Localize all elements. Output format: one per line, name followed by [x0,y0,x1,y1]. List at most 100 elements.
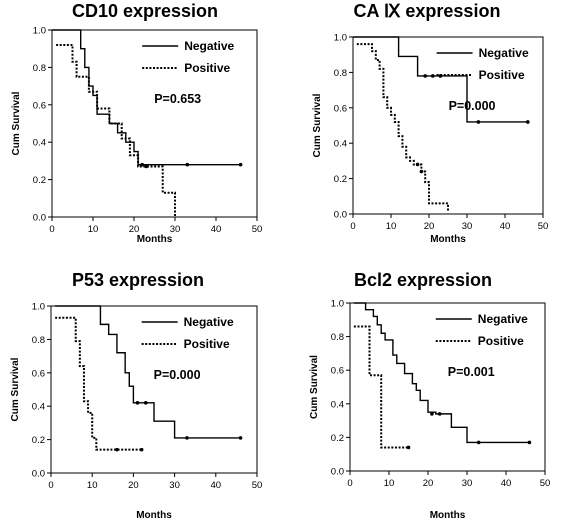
p-value-label: P=0.653 [154,92,201,106]
plot-frame [50,305,258,474]
survival-line-negative [353,302,530,444]
x-tick-label: 20 [129,224,140,235]
legend-label-negative: Negative [478,312,528,326]
censor-mark [238,162,243,167]
survival-line-positive [353,325,409,449]
legend-label-negative: Negative [184,315,234,329]
censor-mark [143,401,148,405]
x-tick-label: 20 [128,480,139,491]
x-tick-label: 30 [169,480,180,491]
x-tick-label: 40 [211,480,222,491]
x-tick-label: 40 [501,478,512,489]
survival-line-negative [52,29,241,166]
y-tick-label: 0.8 [33,63,46,74]
x-tick-label: 50 [252,224,263,235]
plot-frame [349,302,546,472]
x-tick-label: 10 [386,221,397,232]
censor-mark [423,74,427,78]
x-tick-label: 30 [170,224,181,235]
y-tick-label: 0.2 [331,433,344,444]
y-tick-label: 0.8 [334,68,347,79]
y-axis-label: Cum Survival [10,357,21,421]
y-tick-label: 0.0 [32,469,45,480]
y-tick-label: 1.0 [331,299,344,310]
legend-label-negative: Negative [184,39,234,53]
p-value-label: P=0.000 [449,99,496,113]
censor-mark [430,412,434,416]
x-tick-label: 20 [423,478,434,489]
plot-frame [352,36,544,215]
survival-line-positive [56,43,176,217]
x-tick-label: 40 [500,221,511,232]
censor-mark [476,120,481,124]
y-tick-label: 0.4 [32,402,45,413]
legend-label-positive: Positive [478,334,524,348]
censor-mark [527,440,532,445]
km-plot-p53: P53 expression 0.0 0.2 0.4 0.6 0.8 1.0 0 10 20 30 4… [0,263,283,526]
y-tick-label: 0.4 [331,399,344,410]
y-tick-label: 0.0 [33,213,46,224]
p-value-label: P=0.001 [448,365,495,379]
censor-mark [419,169,424,174]
legend-label-positive: Positive [479,68,525,82]
y-axis-label: Cum Survival [309,355,320,419]
x-tick-label: 10 [88,224,99,235]
y-tick-label: 0.0 [331,467,344,478]
survival-line-negative [55,305,241,439]
x-axis-label: Months [136,510,172,521]
y-tick-label: 1.0 [334,33,347,44]
y-tick-label: 0.2 [33,175,46,186]
censor-mark [415,162,420,167]
x-tick-label: 50 [252,480,263,491]
x-axis-label: Months [430,234,466,245]
legend-label-positive: Positive [184,337,230,351]
y-tick-label: 0.6 [32,368,45,379]
plot-frame [51,29,258,218]
censor-mark [115,447,119,452]
survival-line-negative [353,36,528,123]
y-tick-label: 0.2 [32,435,45,446]
p-value-label: P=0.000 [154,368,201,382]
km-plot-svg: Bcl2 expression 0.0 0.2 0.4 0.6 0.8 1.0 0 10 20 30… [309,270,551,521]
censor-mark [406,445,411,450]
x-tick-label: 0 [48,480,53,491]
x-axis-label: Months [137,234,173,245]
legend-label-negative: Negative [479,46,529,60]
chart-title: CA Ⅸ expression [354,1,501,21]
x-tick-label: 0 [347,478,352,489]
x-tick-label: 0 [350,221,355,232]
y-tick-label: 0.4 [33,138,46,149]
x-tick-label: 50 [540,478,551,489]
censor-mark [526,120,530,124]
legend-label-positive: Positive [184,61,230,75]
y-axis-label: Cum Survival [312,93,323,157]
x-tick-label: 30 [462,478,473,489]
censor-mark [139,447,144,452]
censor-mark [144,164,149,169]
chart-title: CD10 expression [72,1,218,21]
censor-mark [185,436,189,440]
censor-mark [238,436,243,440]
censor-mark [476,440,481,445]
km-plot-bcl2: Bcl2 expression 0.0 0.2 0.4 0.6 0.8 1.0 0 10 20 30… [283,263,567,526]
y-tick-label: 0.8 [32,335,45,346]
y-tick-label: 0.4 [334,139,347,150]
survival-line-positive [356,43,449,211]
censor-mark [437,412,442,416]
x-tick-label: 40 [211,224,222,235]
y-tick-label: 0.6 [33,100,46,111]
x-tick-label: 10 [384,478,395,489]
x-tick-label: 20 [424,221,435,232]
y-tick-label: 1.0 [33,26,46,37]
km-plot-svg: CD10 expression 0.0 0.2 0.4 0.6 0.8 1.0 0 10 20 30… [11,1,263,245]
x-tick-label: 30 [462,221,473,232]
km-plot-svg: CA Ⅸ expression 0.0 0.2 0.4 0.6 0.8 1.0 0 10 20 30… [312,1,548,245]
y-tick-label: 0.6 [331,366,344,377]
km-plot-ca9: CA Ⅸ expression 0.0 0.2 0.4 0.6 0.8 1.0 0 10 20 30… [283,0,567,260]
x-tick-label: 10 [87,480,98,491]
y-tick-label: 0.6 [334,103,347,114]
censor-mark [185,162,190,167]
y-axis-label: Cum Survival [11,91,22,155]
y-tick-label: 0.8 [331,332,344,343]
x-axis-label: Months [430,510,466,521]
